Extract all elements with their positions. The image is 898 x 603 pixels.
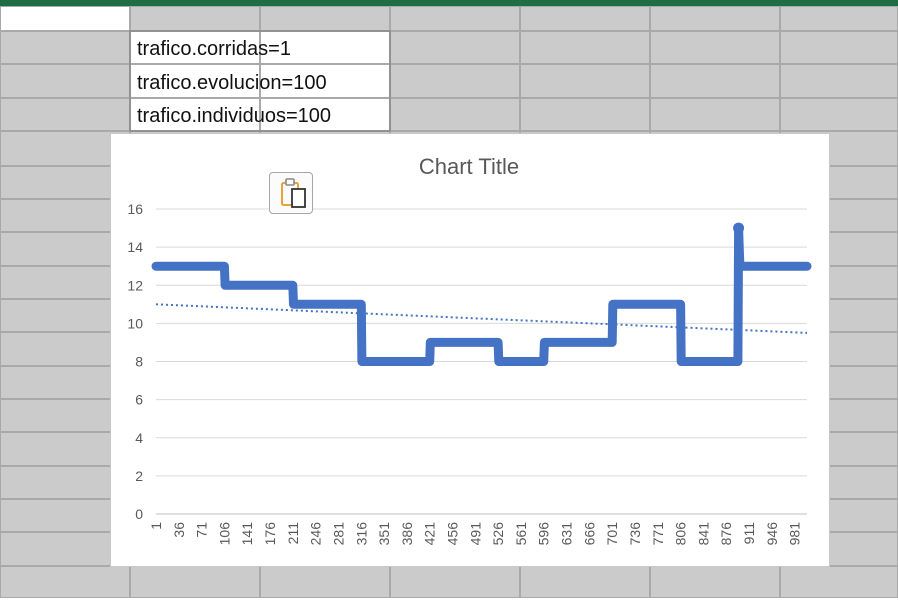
- x-tick-label: 491: [467, 522, 483, 546]
- series-line[interactable]: [151, 223, 812, 366]
- x-tick-label: 106: [216, 522, 232, 546]
- x-tick-label: 71: [194, 522, 210, 538]
- window-top-bar: [0, 0, 898, 6]
- x-tick-label: 456: [445, 522, 461, 546]
- cell-corridas[interactable]: trafico.corridas=1: [137, 38, 291, 60]
- x-tick-label: 246: [308, 522, 324, 546]
- x-tick-label: 211: [285, 522, 301, 545]
- x-tick-label: 981: [787, 522, 803, 546]
- x-tick-label: 351: [376, 522, 392, 546]
- peak-point[interactable]: [733, 222, 745, 234]
- y-tick-label: 12: [127, 277, 143, 293]
- x-tick-label: 176: [262, 522, 278, 546]
- trendline[interactable]: [155, 303, 808, 334]
- x-tick-label: 386: [399, 522, 415, 546]
- line-chart[interactable]: Chart Title 0 2 4 6 8 10 12 14 16 1 36 71 106 141 176 2…: [110, 133, 830, 567]
- x-tick-label: 701: [604, 522, 620, 546]
- x-tick-label: 526: [490, 522, 506, 546]
- x-tick-label: 631: [559, 522, 575, 546]
- x-tick-label: 876: [718, 522, 734, 546]
- x-tick-label: 1: [148, 522, 164, 530]
- x-tick-label: 666: [581, 522, 597, 546]
- x-tick-label: 316: [353, 522, 369, 546]
- x-tick-label: 806: [673, 522, 689, 546]
- x-tick-label: 771: [650, 522, 666, 546]
- paste-options-icon: [281, 178, 306, 208]
- y-tick-label: 14: [127, 239, 143, 255]
- x-tick-label: 561: [513, 522, 529, 546]
- chart-title[interactable]: Chart Title: [419, 154, 519, 179]
- x-tick-label: 36: [171, 522, 187, 538]
- paste-options-button[interactable]: [269, 172, 313, 214]
- x-tick-label: 841: [695, 522, 711, 546]
- y-tick-label: 2: [135, 468, 143, 484]
- x-tick-label: 281: [330, 522, 346, 546]
- x-tick-label: 946: [764, 522, 780, 546]
- x-tick-label: 421: [422, 522, 438, 546]
- x-tick-label: 596: [536, 522, 552, 546]
- x-tick-label: 141: [239, 522, 255, 546]
- y-tick-label: 4: [135, 430, 143, 446]
- y-tick-label: 8: [135, 354, 143, 370]
- y-tick-label: 6: [135, 392, 143, 408]
- y-tick-label: 16: [127, 201, 143, 217]
- cell-evolucion[interactable]: trafico.evolucion=100: [137, 72, 327, 94]
- y-tick-label: 10: [127, 315, 143, 331]
- cell-individuos[interactable]: trafico.individuos=100: [137, 105, 332, 127]
- x-tick-label: 736: [627, 522, 643, 546]
- x-tick-label: 911: [741, 522, 757, 545]
- y-tick-label: 0: [135, 506, 143, 522]
